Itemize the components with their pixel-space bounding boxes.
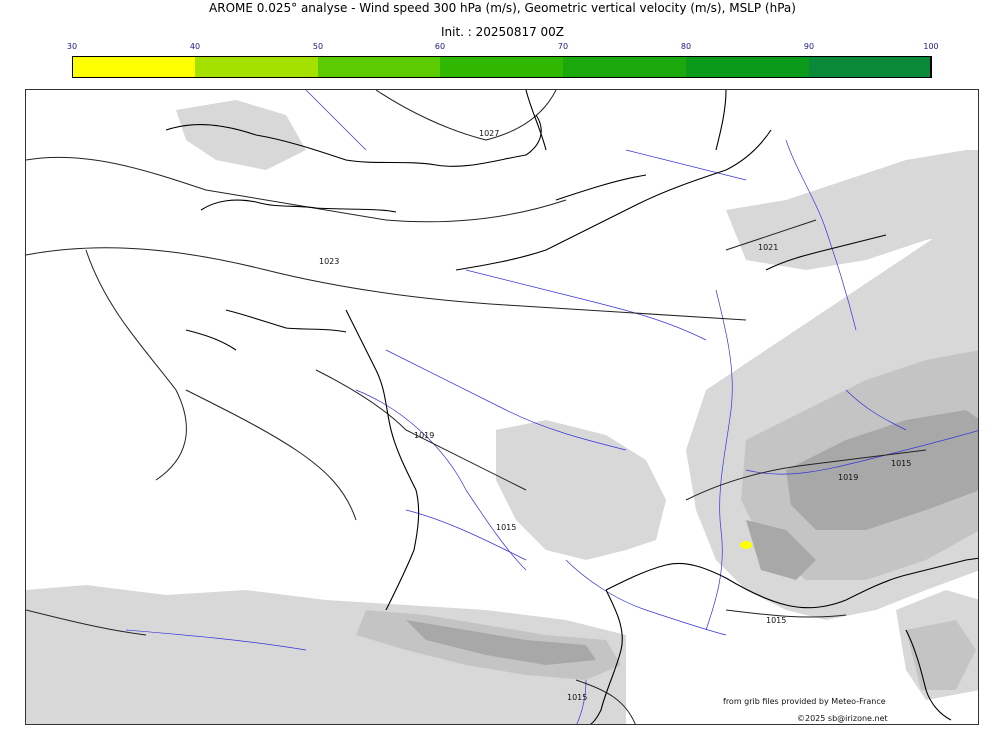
colorbar-tick: 60 bbox=[434, 42, 446, 51]
wind-speed-patch bbox=[740, 541, 752, 549]
colorbar-segment bbox=[440, 56, 564, 78]
init-time: Init. : 20250817 00Z bbox=[440, 25, 565, 39]
colorbar-tick: 50 bbox=[312, 42, 324, 51]
colorbar-segment bbox=[686, 56, 810, 78]
isobar-label: 1015 bbox=[496, 523, 516, 532]
isobar-label: 1021 bbox=[758, 243, 778, 252]
colorbar-segment bbox=[72, 56, 196, 78]
data-source-credit: from grib files provided by Meteo-France bbox=[723, 697, 886, 706]
isobar-label: 1019 bbox=[838, 473, 858, 482]
colorbar-segment bbox=[563, 56, 687, 78]
colorbar-tick: 70 bbox=[557, 42, 569, 51]
colorbar-tick: 90 bbox=[803, 42, 815, 51]
vertical-velocity-shading bbox=[26, 100, 978, 724]
map-canvas: 1027 1023 1019 1015 1021 1019 1015 1015 … bbox=[26, 90, 978, 724]
colorbar-segment bbox=[195, 56, 319, 78]
isobar-label: 1015 bbox=[891, 459, 911, 468]
isobar-label: 1023 bbox=[319, 257, 339, 266]
colorbar-tick: 40 bbox=[189, 42, 201, 51]
isobar-label: 1027 bbox=[479, 129, 499, 138]
isobar-label: 1019 bbox=[414, 431, 434, 440]
colorbar-tick: 100 bbox=[923, 42, 939, 51]
coastlines bbox=[165, 90, 978, 724]
colorbar-segment bbox=[809, 56, 932, 78]
rivers bbox=[125, 90, 978, 724]
isobar-labels: 1027 1023 1019 1015 1021 1019 1015 1015 … bbox=[319, 129, 911, 702]
colorbar-segment bbox=[318, 56, 441, 78]
isobars bbox=[26, 90, 927, 724]
weather-map: 1027 1023 1019 1015 1021 1019 1015 1015 … bbox=[25, 89, 979, 725]
colorbar-tick: 80 bbox=[680, 42, 692, 51]
isobar-label: 1015 bbox=[567, 693, 587, 702]
colorbar-tick: 30 bbox=[66, 42, 78, 51]
copyright-text: ©2025 sb@irizone.net bbox=[797, 714, 888, 723]
isobar-label: 1015 bbox=[766, 616, 786, 625]
chart-title: AROME 0.025° analyse - Wind speed 300 hP… bbox=[209, 1, 796, 15]
